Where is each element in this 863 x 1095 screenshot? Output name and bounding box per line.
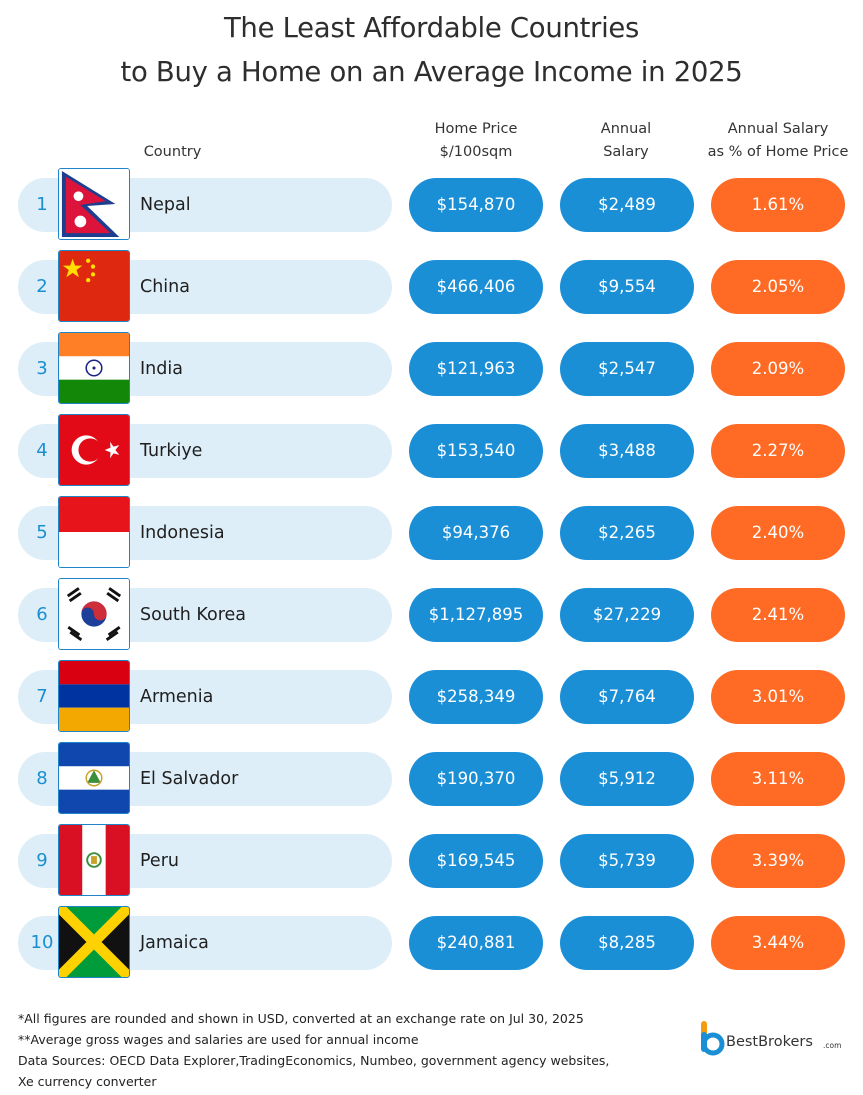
home-price-value: $153,540 <box>409 424 543 478</box>
country-name: Turkiye <box>140 441 203 461</box>
title-line-1: The Least Affordable Countries <box>223 12 640 44</box>
country-name: Nepal <box>140 195 191 215</box>
home-price-value: $154,870 <box>409 178 543 232</box>
table-row: 3 India $121,963 $2,547 2.09% <box>0 329 863 409</box>
country-name: Peru <box>140 851 179 871</box>
table-row: 7 Armenia $258,349 $7,764 3.01% <box>0 657 863 737</box>
indonesia-flag-icon <box>58 496 130 568</box>
salary-percent-value: 2.27% <box>711 424 845 478</box>
title-line-2: to Buy a Home on an Average Income in 20… <box>120 56 743 88</box>
rank-number: 6 <box>36 604 48 625</box>
logo-suffix: .com <box>823 1041 842 1050</box>
china-flag-icon <box>58 250 130 322</box>
annual-salary-value: $5,912 <box>560 752 694 806</box>
salary-percent-value: 1.61% <box>711 178 845 232</box>
home-price-value: $121,963 <box>409 342 543 396</box>
annual-salary-value: $5,739 <box>560 834 694 888</box>
table-row: 9 Peru $169,545 $5,739 3.39% <box>0 821 863 901</box>
logo-name: BestBrokers <box>726 1034 813 1050</box>
nepal-flag-icon <box>58 168 130 240</box>
table-row: 5 Indonesia $94,376 $2,265 2.40% <box>0 493 863 573</box>
india-flag-icon <box>58 332 130 404</box>
annual-salary-value: $2,547 <box>560 342 694 396</box>
el-salvador-flag-icon <box>58 742 130 814</box>
jamaica-flag-icon <box>58 906 130 978</box>
footnote-4: Xe currency converter <box>18 1074 157 1089</box>
country-name: South Korea <box>140 605 247 625</box>
table-row: 2 China $466,406 $9,554 2.05% <box>0 247 863 327</box>
armenia-flag-icon <box>58 660 130 732</box>
header-salary-line2: Salary <box>603 144 649 160</box>
rank-number: 7 <box>36 686 48 707</box>
chart-title: The Least Affordable Countries to Buy a … <box>0 6 863 94</box>
header-home-price: Home Price $/100sqm <box>406 118 546 164</box>
header-salary-pct: Annual Salary as % of Home Price <box>693 118 863 164</box>
salary-percent-value: 3.39% <box>711 834 845 888</box>
country-name: China <box>140 277 190 297</box>
header-home-price-line2: $/100sqm <box>439 144 513 160</box>
home-price-value: $466,406 <box>409 260 543 314</box>
bestbrokers-logo-icon <box>701 1021 725 1056</box>
home-price-value: $258,349 <box>409 670 543 724</box>
rank-number: 2 <box>36 276 48 297</box>
salary-percent-value: 3.11% <box>711 752 845 806</box>
table-row: 6 South Korea $1,127,895 $27,229 2.41% <box>0 575 863 655</box>
header-salary-line1: Annual <box>600 121 652 137</box>
header-home-price-line1: Home Price <box>434 121 518 137</box>
rank-number: 5 <box>36 522 48 543</box>
header-pct-line1: Annual Salary <box>727 121 829 137</box>
rank-number: 4 <box>36 440 48 461</box>
country-name: Indonesia <box>140 523 225 543</box>
footnote-1: *All figures are rounded and shown in US… <box>18 1011 584 1026</box>
rank-number: 3 <box>36 358 48 379</box>
header-annual-salary: Annual Salary <box>556 118 696 164</box>
annual-salary-value: $27,229 <box>560 588 694 642</box>
home-price-value: $1,127,895 <box>409 588 543 642</box>
table-row: 4 Turkiye $153,540 $3,488 2.27% <box>0 411 863 491</box>
table-row: 10 Jamaica $240,881 $8,285 3.44% <box>0 903 863 983</box>
annual-salary-value: $3,488 <box>560 424 694 478</box>
annual-salary-value: $2,265 <box>560 506 694 560</box>
salary-percent-value: 2.05% <box>711 260 845 314</box>
annual-salary-value: $7,764 <box>560 670 694 724</box>
header-country: Country <box>143 144 202 160</box>
home-price-value: $190,370 <box>409 752 543 806</box>
salary-percent-value: 2.41% <box>711 588 845 642</box>
turkiye-flag-icon <box>58 414 130 486</box>
home-price-value: $169,545 <box>409 834 543 888</box>
peru-flag-icon <box>58 824 130 896</box>
salary-percent-value: 3.44% <box>711 916 845 970</box>
footnote-2: **Average gross wages and salaries are u… <box>18 1032 419 1047</box>
table-row: 8 El Salvador $190,370 $5,912 3.11% <box>0 739 863 819</box>
country-name: India <box>140 359 183 379</box>
annual-salary-value: $9,554 <box>560 260 694 314</box>
table-row: 1 Nepal $154,870 $2,489 1.61% <box>0 165 863 245</box>
annual-salary-value: $2,489 <box>560 178 694 232</box>
salary-percent-value: 2.40% <box>711 506 845 560</box>
rank-number: 1 <box>36 194 48 215</box>
rank-number: 10 <box>30 932 54 953</box>
annual-salary-value: $8,285 <box>560 916 694 970</box>
country-name: Armenia <box>140 687 214 707</box>
home-price-value: $240,881 <box>409 916 543 970</box>
salary-percent-value: 3.01% <box>711 670 845 724</box>
rank-number: 8 <box>36 768 48 789</box>
rank-number: 9 <box>36 850 48 871</box>
country-name: Jamaica <box>140 933 209 953</box>
header-pct-line2: as % of Home Price <box>707 144 849 160</box>
country-name: El Salvador <box>140 769 239 789</box>
footnotes: *All figures are rounded and shown in US… <box>18 1008 609 1092</box>
salary-percent-value: 2.09% <box>711 342 845 396</box>
footnote-3: Data Sources: OECD Data Explorer,Trading… <box>18 1053 610 1068</box>
south-korea-flag-icon <box>58 578 130 650</box>
home-price-value: $94,376 <box>409 506 543 560</box>
